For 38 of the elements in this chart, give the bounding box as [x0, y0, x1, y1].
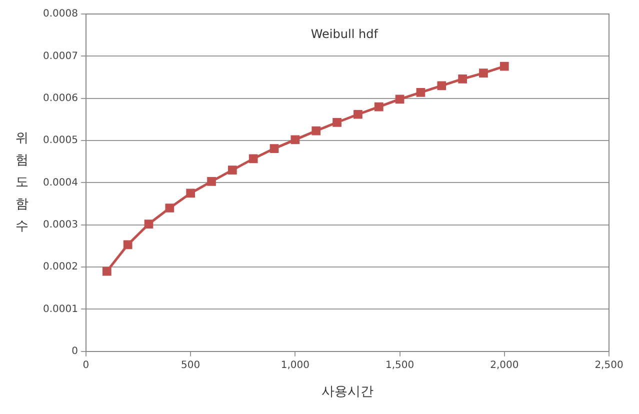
point: [270, 144, 279, 153]
point: [290, 135, 300, 144]
y-tick-label: 0.0004: [42, 177, 78, 188]
y-tick-label: 0: [72, 346, 78, 357]
x-tick-label: 1,500: [385, 360, 414, 371]
x-tick-label: 500: [181, 360, 200, 371]
point: [144, 220, 154, 228]
point: [186, 188, 196, 198]
point: [437, 81, 446, 90]
y-axis-title: 위험도함수: [14, 130, 30, 236]
point: [165, 204, 174, 212]
x-tick-label: 0: [82, 360, 90, 371]
point: [312, 126, 321, 136]
x-axis-title: 사용시간: [321, 384, 374, 400]
point: [248, 154, 258, 164]
point: [123, 240, 132, 250]
y-tick-label: 0.0002: [42, 262, 78, 273]
point: [102, 266, 112, 276]
point: [374, 102, 384, 112]
point: [228, 166, 237, 174]
point: [332, 118, 342, 127]
x-tick-label: 2,500: [594, 360, 624, 371]
x-tick-label: 1,000: [280, 360, 310, 371]
point: [479, 68, 488, 78]
y-tick-label: 0.0007: [42, 50, 78, 62]
y-tick-label: 0.0001: [42, 304, 78, 315]
point: [354, 110, 362, 119]
y-tick-label: 0.0006: [42, 92, 78, 104]
point: [395, 94, 404, 104]
point: [416, 88, 426, 97]
point: [500, 62, 509, 71]
y-tick-label: 0.0005: [42, 135, 78, 146]
y-tick-label: 0.0003: [42, 219, 78, 230]
y-tick-label: 0.0008: [42, 8, 78, 20]
x-tick-label: 2,000: [490, 360, 519, 371]
point: [207, 177, 216, 186]
text: Weibull hdf: [310, 27, 379, 42]
point: [458, 74, 467, 84]
